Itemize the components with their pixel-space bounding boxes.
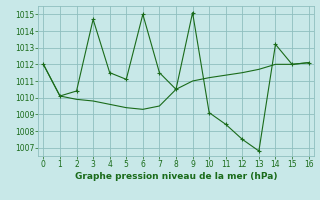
X-axis label: Graphe pression niveau de la mer (hPa): Graphe pression niveau de la mer (hPa) [75, 172, 277, 181]
